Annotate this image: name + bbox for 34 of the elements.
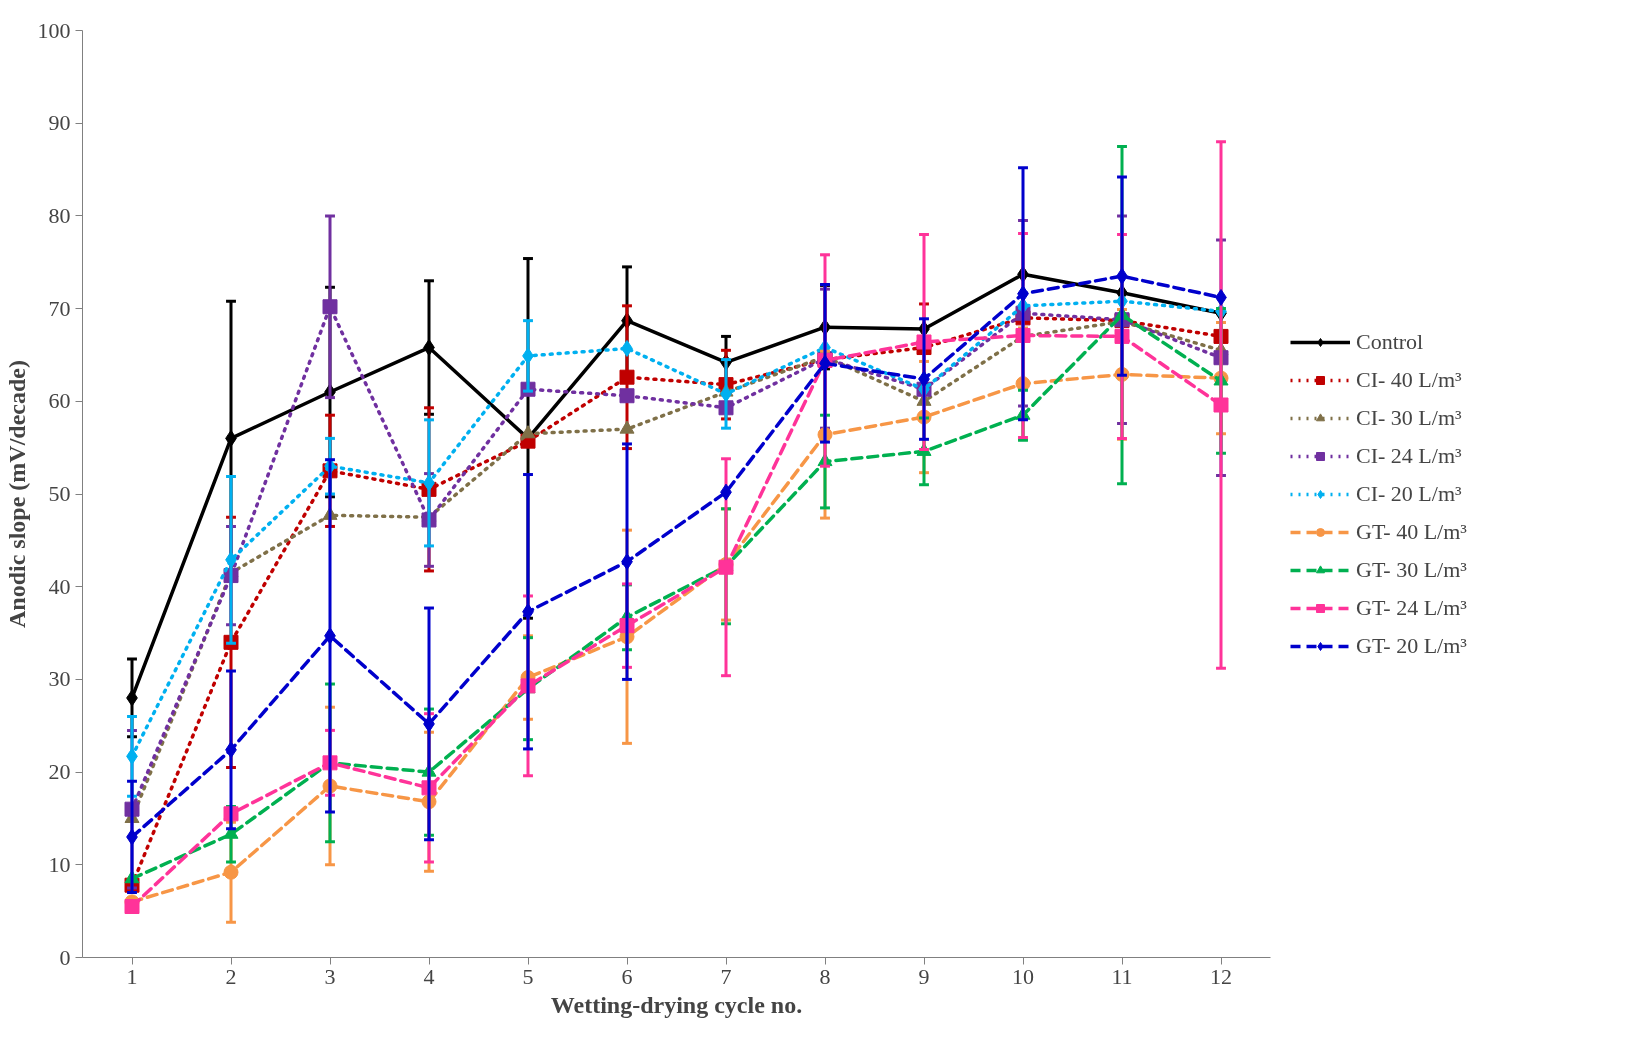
y-tick-label: 50 [48,481,71,506]
x-axis-title: Wetting-drying cycle no. [550,991,803,1018]
y-tick-label: 0 [59,944,71,970]
y-tick-label: 90 [48,110,71,136]
legend-label: Control [1356,328,1424,355]
legend-label: GT- 20 L/m³ [1356,632,1467,659]
x-tick-label: 6 [621,963,633,989]
y-tick-label: 20 [48,759,71,785]
x-tick-label: 2 [225,963,237,989]
legend-label: GT- 40 L/m³ [1356,518,1467,545]
legend-label: CI- 20 L/m³ [1356,480,1462,507]
y-tick-label: 60 [48,388,71,414]
legend-label: CI- 30 L/m³ [1356,404,1462,431]
x-tick-label: 1 [126,963,138,989]
x-tick-label: 7 [720,963,732,989]
x-tick-label: 8 [819,963,831,989]
legend-label: CI- 40 L/m³ [1356,366,1462,393]
legend-label: CI- 24 L/m³ [1356,442,1462,469]
y-tick-label: 40 [48,573,71,599]
y-tick-label: 30 [48,666,71,692]
x-tick-label: 5 [522,963,534,989]
y-tick-label: 80 [48,202,71,228]
x-tick-label: 4 [423,963,435,989]
x-tick-label: 11 [1111,963,1133,989]
x-tick-label: 12 [1210,963,1232,989]
x-tick-label: 3 [324,963,336,989]
y-tick-label: 10 [48,851,71,877]
x-tick-label: 10 [1012,963,1034,989]
legend-label: GT- 24 L/m³ [1356,594,1467,621]
y-axis-title: Anodic slope (mV/decade) [3,360,30,628]
legend-label: GT- 30 L/m³ [1356,556,1467,583]
y-tick-label: 100 [37,17,71,43]
x-tick-label: 9 [918,963,930,989]
y-tick-label: 70 [48,295,71,321]
